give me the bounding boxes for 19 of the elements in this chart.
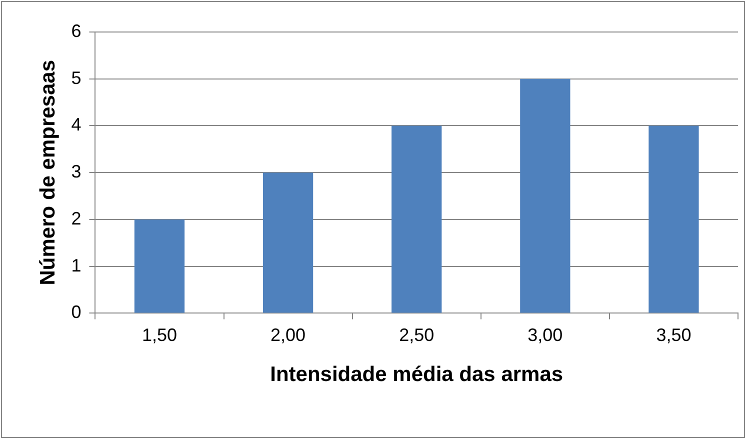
x-tick-label: 2,50: [399, 324, 434, 345]
y-tick-label: 0: [71, 302, 82, 322]
y-tick-label: 3: [71, 162, 82, 182]
x-axis-title: Intensidade média das armas: [270, 363, 564, 386]
x-tick-label: 3,00: [528, 324, 563, 345]
y-tick-label: 4: [71, 114, 82, 135]
y-tick-label: 5: [71, 68, 82, 88]
bar: [262, 172, 314, 313]
bar: [134, 219, 185, 313]
bar: [520, 78, 570, 313]
y-tick-label: 1: [71, 255, 82, 276]
x-tick-label: 2,00: [270, 324, 306, 345]
x-tick-label: 1,50: [142, 324, 178, 345]
y-tick-label: 6: [71, 20, 82, 41]
bar: [392, 126, 442, 313]
bar: [648, 126, 699, 313]
y-axis-title: Número de empresaas: [36, 60, 60, 286]
y-tick-label: 2: [71, 208, 82, 228]
x-tick-label: 3,50: [656, 324, 692, 345]
